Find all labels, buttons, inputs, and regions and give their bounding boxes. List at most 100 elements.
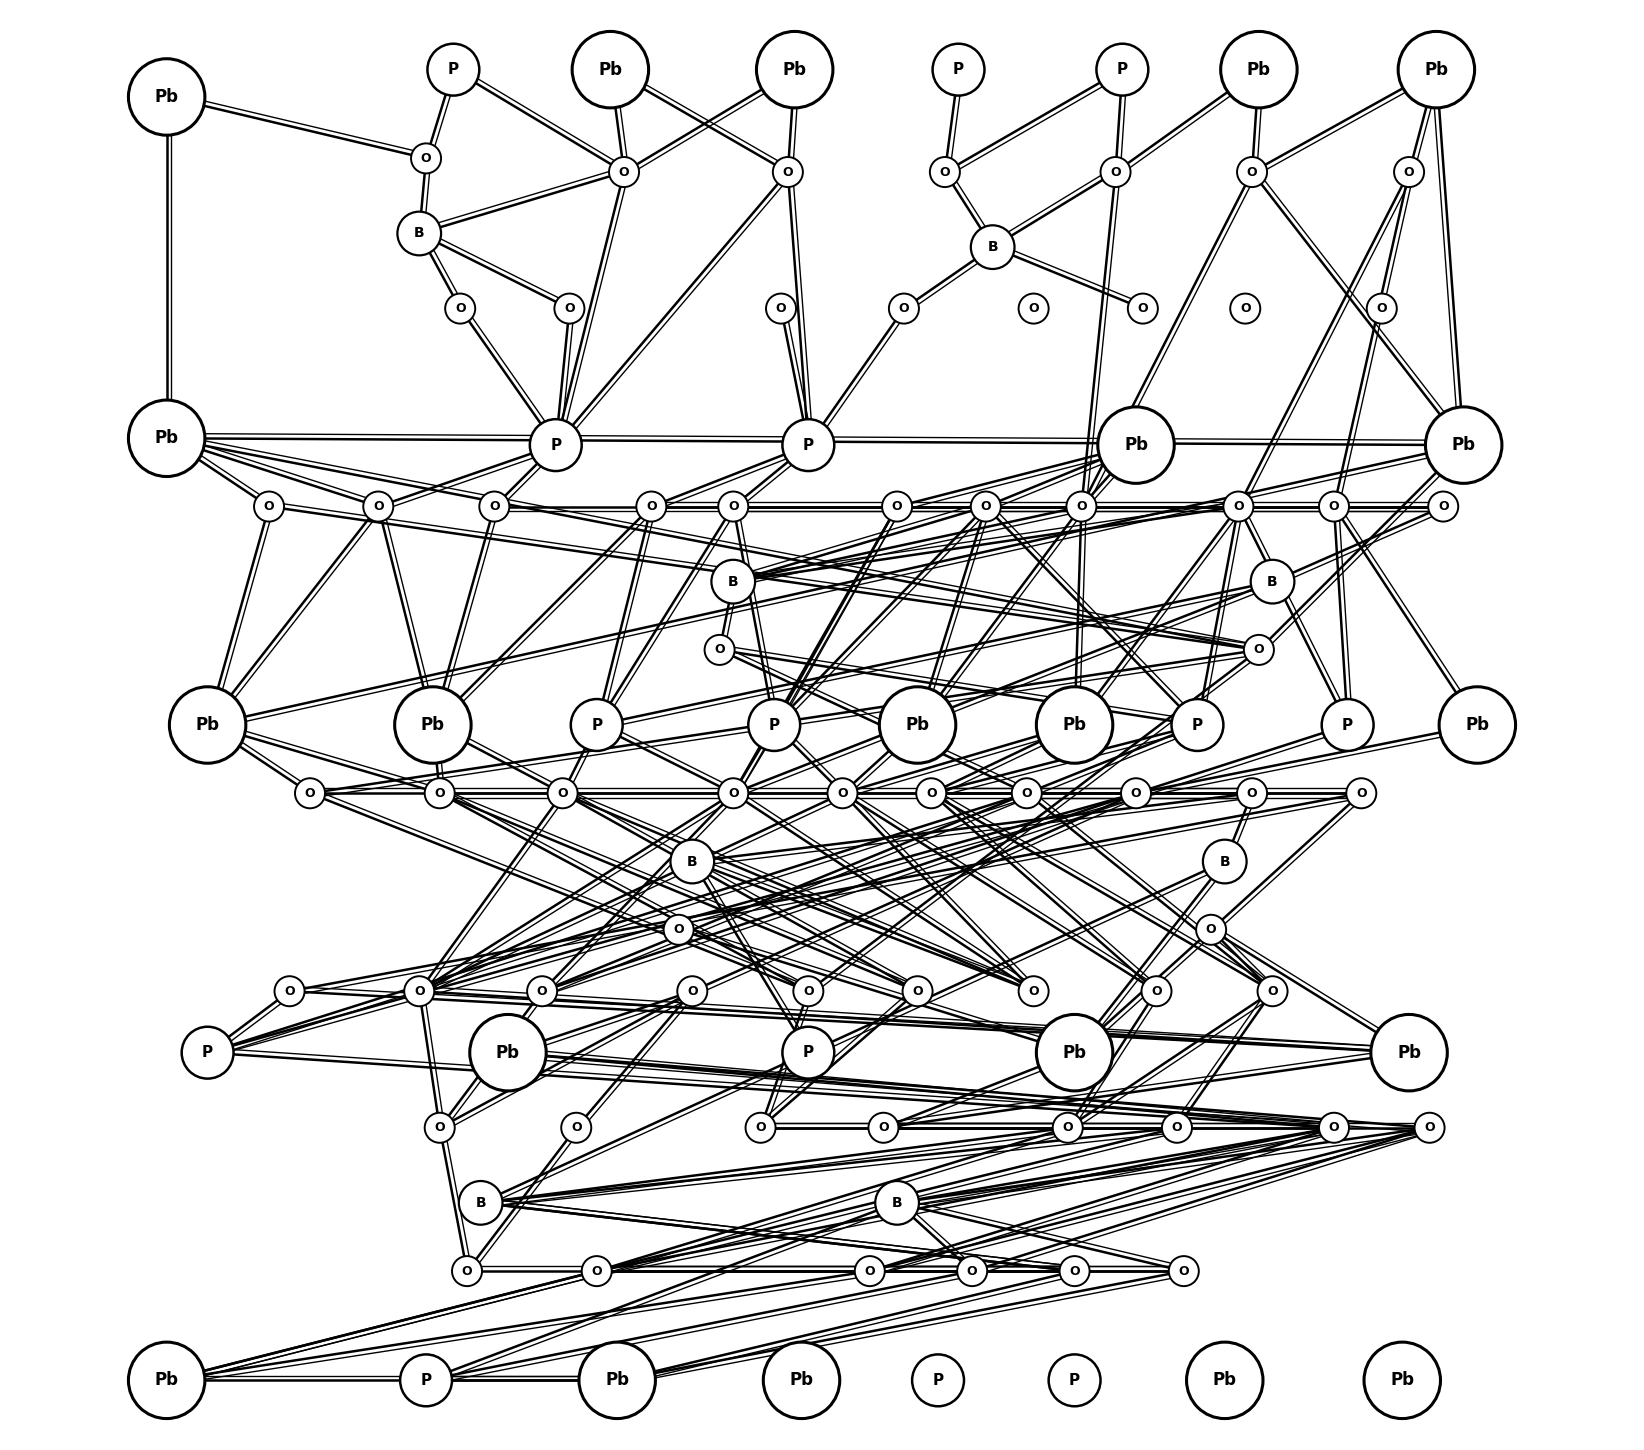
Circle shape (411, 144, 441, 174)
Text: Pb: Pb (1246, 61, 1271, 78)
Circle shape (773, 157, 802, 187)
Text: O: O (1268, 985, 1277, 998)
Text: O: O (980, 500, 991, 513)
Text: P: P (1069, 1373, 1080, 1388)
Text: P: P (802, 438, 814, 452)
Text: O: O (1205, 924, 1217, 937)
Circle shape (1318, 492, 1350, 522)
Text: O: O (728, 787, 738, 800)
Circle shape (1371, 1015, 1447, 1090)
Text: P: P (202, 1045, 214, 1060)
Text: O: O (1328, 1121, 1340, 1134)
Text: O: O (1246, 165, 1258, 178)
Text: O: O (713, 644, 725, 657)
Circle shape (1346, 779, 1376, 808)
Text: O: O (878, 1121, 889, 1134)
Text: O: O (488, 500, 500, 513)
Circle shape (182, 1027, 233, 1079)
Circle shape (1187, 1343, 1263, 1418)
Text: Pb: Pb (155, 88, 179, 106)
Circle shape (547, 779, 577, 808)
Circle shape (712, 560, 755, 603)
Circle shape (931, 157, 960, 187)
Text: O: O (755, 1121, 766, 1134)
Circle shape (855, 1256, 884, 1286)
Circle shape (424, 1112, 455, 1143)
Text: O: O (646, 500, 656, 513)
Text: Pb: Pb (605, 1372, 630, 1389)
Text: O: O (1404, 165, 1414, 178)
Circle shape (1236, 779, 1268, 808)
Circle shape (756, 32, 834, 107)
Circle shape (294, 779, 326, 808)
Text: O: O (912, 985, 922, 998)
Circle shape (169, 687, 247, 763)
Text: O: O (940, 165, 950, 178)
Circle shape (1230, 293, 1261, 323)
Text: B: B (687, 854, 697, 869)
Circle shape (572, 32, 649, 107)
Circle shape (671, 840, 713, 883)
Circle shape (827, 779, 858, 808)
Circle shape (1172, 699, 1223, 751)
Circle shape (932, 44, 985, 96)
Circle shape (868, 1112, 899, 1143)
Text: O: O (1021, 787, 1032, 800)
Circle shape (1162, 1112, 1192, 1143)
Text: O: O (570, 1121, 582, 1134)
Circle shape (1098, 407, 1174, 483)
Circle shape (1258, 976, 1287, 1006)
Text: Pb: Pb (496, 1044, 520, 1061)
Text: O: O (802, 985, 814, 998)
Text: Pb: Pb (196, 716, 220, 734)
Circle shape (529, 419, 582, 471)
Circle shape (718, 779, 748, 808)
Circle shape (1100, 157, 1131, 187)
Circle shape (783, 1027, 834, 1079)
Circle shape (972, 225, 1014, 270)
Circle shape (1245, 635, 1274, 666)
Circle shape (718, 492, 748, 522)
Text: O: O (304, 787, 316, 800)
Circle shape (1394, 157, 1424, 187)
Circle shape (470, 1015, 546, 1090)
Circle shape (883, 492, 912, 522)
Circle shape (745, 1112, 776, 1143)
Circle shape (1036, 687, 1113, 763)
Text: O: O (728, 500, 738, 513)
Text: O: O (373, 500, 383, 513)
Text: O: O (1151, 985, 1162, 998)
Circle shape (128, 1343, 206, 1418)
Circle shape (1397, 32, 1475, 107)
Circle shape (1438, 687, 1516, 763)
Circle shape (794, 976, 824, 1006)
Text: P: P (954, 62, 963, 77)
Circle shape (972, 492, 1001, 522)
Text: Pb: Pb (1391, 1372, 1414, 1389)
Circle shape (1067, 492, 1097, 522)
Text: O: O (926, 787, 937, 800)
Circle shape (395, 687, 472, 763)
Circle shape (554, 293, 584, 323)
Text: O: O (263, 500, 275, 513)
Text: O: O (837, 787, 848, 800)
Circle shape (561, 1112, 592, 1143)
Text: B: B (1268, 574, 1277, 589)
Circle shape (677, 976, 707, 1006)
Circle shape (398, 212, 441, 255)
Circle shape (1036, 1015, 1113, 1090)
Circle shape (399, 1354, 452, 1406)
Text: O: O (421, 152, 431, 165)
Circle shape (1318, 1112, 1350, 1143)
Circle shape (1322, 699, 1374, 751)
Text: O: O (592, 1264, 602, 1277)
Text: O: O (455, 302, 465, 315)
Circle shape (446, 293, 475, 323)
Circle shape (916, 779, 947, 808)
Text: O: O (1172, 1121, 1182, 1134)
Text: P: P (421, 1373, 432, 1388)
Text: B: B (891, 1196, 903, 1209)
Circle shape (1049, 1354, 1100, 1406)
Text: O: O (618, 165, 630, 178)
Text: O: O (284, 985, 294, 998)
